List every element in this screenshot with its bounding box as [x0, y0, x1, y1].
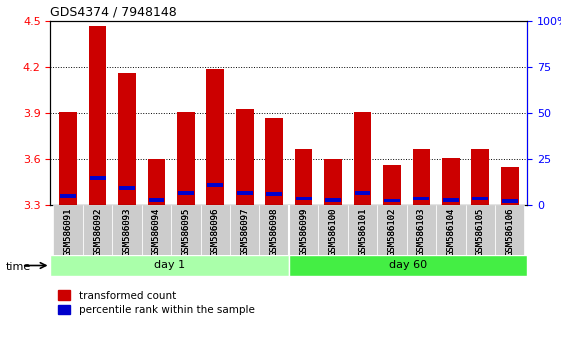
Bar [178, 191, 194, 195]
Bar [325, 198, 341, 202]
Bar [472, 196, 488, 200]
Bar [149, 198, 164, 202]
FancyBboxPatch shape [171, 205, 201, 255]
Text: GSM586099: GSM586099 [299, 208, 308, 256]
FancyBboxPatch shape [318, 205, 348, 255]
Text: GSM586105: GSM586105 [476, 208, 485, 256]
Bar [384, 199, 400, 202]
Bar [59, 112, 77, 205]
Text: GSM586096: GSM586096 [211, 208, 220, 256]
Text: time: time [6, 262, 31, 272]
Text: GSM586095: GSM586095 [181, 208, 190, 256]
Text: GSM586097: GSM586097 [240, 208, 249, 256]
Bar [412, 149, 430, 205]
FancyBboxPatch shape [50, 255, 289, 276]
Bar [501, 167, 518, 205]
FancyBboxPatch shape [53, 205, 83, 255]
Bar [383, 165, 401, 205]
Text: GSM586091: GSM586091 [63, 208, 73, 256]
Bar [90, 177, 105, 180]
FancyBboxPatch shape [230, 205, 260, 255]
FancyBboxPatch shape [289, 255, 527, 276]
Text: GSM586100: GSM586100 [329, 208, 338, 256]
Bar [443, 198, 459, 202]
Bar [148, 159, 165, 205]
FancyBboxPatch shape [289, 205, 318, 255]
Bar [208, 183, 223, 187]
FancyBboxPatch shape [377, 205, 407, 255]
FancyBboxPatch shape [436, 205, 466, 255]
Text: GSM586093: GSM586093 [122, 208, 131, 256]
Text: GSM586093: GSM586093 [122, 208, 131, 256]
Bar [324, 159, 342, 205]
Text: GSM586096: GSM586096 [211, 208, 220, 256]
Bar [206, 69, 224, 205]
FancyBboxPatch shape [260, 205, 289, 255]
Bar [118, 73, 136, 205]
Text: GSM586094: GSM586094 [152, 208, 161, 256]
Bar [266, 192, 282, 196]
Bar [442, 158, 459, 205]
Text: day 60: day 60 [389, 261, 427, 270]
Text: GSM586095: GSM586095 [181, 208, 190, 256]
Text: GSM586098: GSM586098 [270, 208, 279, 256]
Text: GSM586098: GSM586098 [270, 208, 279, 256]
Bar [413, 196, 429, 200]
Bar [60, 194, 76, 198]
Bar [177, 112, 195, 205]
Text: GSM586102: GSM586102 [388, 208, 397, 256]
Text: GSM586103: GSM586103 [417, 208, 426, 256]
Bar [471, 149, 489, 205]
FancyBboxPatch shape [112, 205, 142, 255]
Bar [265, 118, 283, 205]
Text: GSM586100: GSM586100 [329, 208, 338, 256]
Text: GSM586092: GSM586092 [93, 208, 102, 256]
FancyBboxPatch shape [407, 205, 436, 255]
Text: GSM586091: GSM586091 [63, 208, 73, 256]
Bar [119, 186, 135, 190]
Text: day 1: day 1 [154, 261, 185, 270]
FancyBboxPatch shape [348, 205, 377, 255]
Text: GSM586106: GSM586106 [505, 208, 514, 256]
Text: GSM586094: GSM586094 [152, 208, 161, 256]
Bar [353, 112, 371, 205]
Text: GSM586103: GSM586103 [417, 208, 426, 256]
Bar [295, 149, 312, 205]
Bar [237, 191, 252, 195]
Text: GSM586092: GSM586092 [93, 208, 102, 256]
Text: GSM586105: GSM586105 [476, 208, 485, 256]
FancyBboxPatch shape [83, 205, 112, 255]
Text: GSM586106: GSM586106 [505, 208, 514, 256]
Text: GSM586104: GSM586104 [447, 208, 456, 256]
Bar [236, 109, 254, 205]
Bar [355, 191, 370, 195]
Bar [89, 26, 107, 205]
Text: GDS4374 / 7948148: GDS4374 / 7948148 [50, 6, 177, 19]
Bar [502, 199, 518, 203]
FancyBboxPatch shape [466, 205, 495, 255]
Bar [296, 196, 311, 200]
FancyBboxPatch shape [201, 205, 230, 255]
Text: GSM586102: GSM586102 [388, 208, 397, 256]
FancyBboxPatch shape [495, 205, 525, 255]
Text: GSM586104: GSM586104 [447, 208, 456, 256]
Text: GSM586099: GSM586099 [299, 208, 308, 256]
Text: GSM586097: GSM586097 [240, 208, 249, 256]
Legend: transformed count, percentile rank within the sample: transformed count, percentile rank withi… [56, 289, 256, 317]
Text: GSM586101: GSM586101 [358, 208, 367, 256]
Text: GSM586101: GSM586101 [358, 208, 367, 256]
FancyBboxPatch shape [142, 205, 171, 255]
